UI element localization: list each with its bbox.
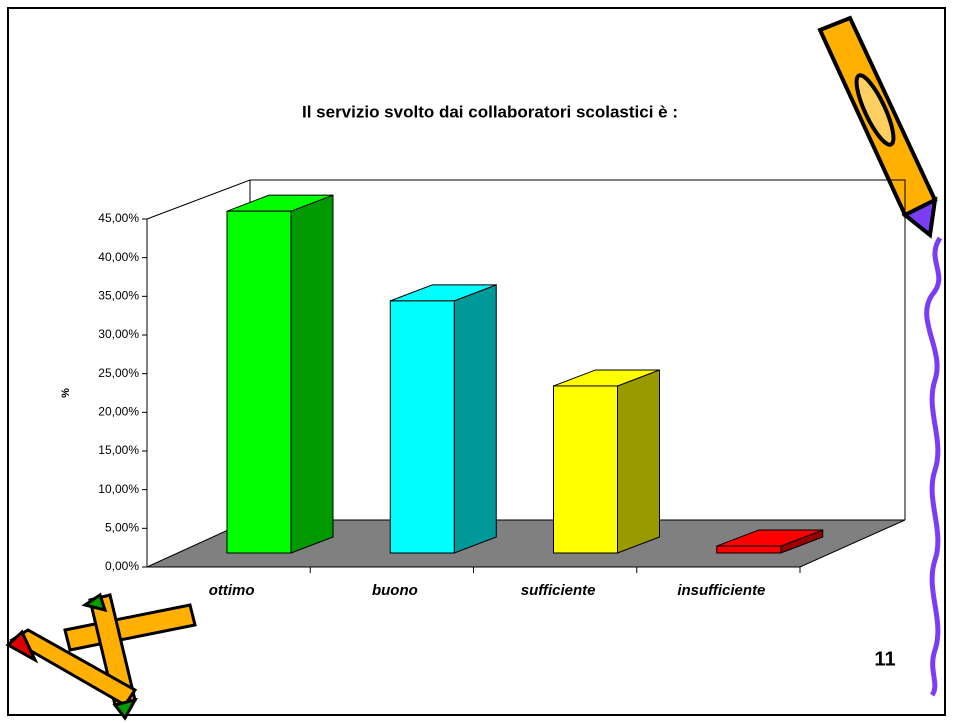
decor-pencil — [817, 15, 938, 239]
y-tick-label: 35,00% — [98, 289, 139, 303]
y-tick-label: 0,00% — [105, 559, 139, 573]
bar — [226, 210, 292, 554]
bar — [389, 300, 455, 554]
x-tick-label: insufficiente — [677, 582, 765, 599]
decor-pencils — [5, 592, 197, 721]
y-tick-label: 40,00% — [98, 250, 139, 264]
y-tick-label: 30,00% — [98, 327, 139, 341]
y-tick-label: 10,00% — [98, 482, 139, 496]
bar — [716, 545, 782, 554]
y-axis-label: % — [60, 388, 72, 398]
x-tick-label: buono — [372, 582, 418, 599]
y-tick-label: 15,00% — [98, 443, 139, 457]
decor-squiggle — [924, 236, 943, 697]
x-tick-label: ottimo — [209, 582, 255, 599]
y-tick-label: 25,00% — [98, 366, 139, 380]
bar — [553, 385, 618, 554]
x-tick-label: sufficiente — [521, 582, 596, 599]
bar-side — [290, 194, 334, 554]
page-number: 11 — [874, 648, 895, 670]
y-tick-label: 20,00% — [98, 405, 139, 419]
bar-side — [453, 284, 497, 554]
y-tick-label: 45,00% — [98, 211, 139, 225]
chart-title: Il servizio svolto dai collaboratori sco… — [302, 102, 678, 121]
y-tick-label: 5,00% — [105, 521, 139, 535]
bar-side — [617, 369, 660, 554]
